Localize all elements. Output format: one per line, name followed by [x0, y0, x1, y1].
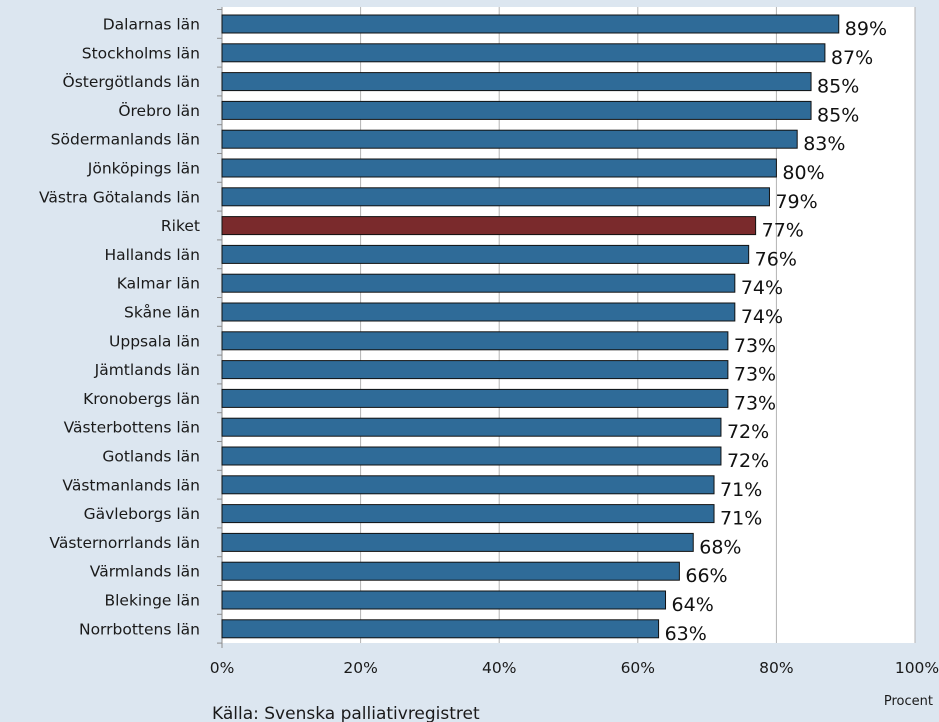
value-label: 66% [685, 565, 727, 587]
value-label: 73% [734, 392, 776, 414]
value-label: 85% [817, 76, 859, 98]
category-label: Västerbottens län [64, 419, 200, 437]
value-label: 73% [734, 364, 776, 386]
bar [221, 302, 736, 322]
x-tick-label: 40% [482, 659, 516, 677]
category-label: Kronobergs län [83, 390, 200, 408]
category-label: Västernorrlands län [49, 534, 200, 552]
value-label: 63% [665, 623, 707, 645]
bar [221, 619, 660, 639]
category-label: Dalarnas län [103, 16, 200, 34]
x-axis-label: Procent [884, 694, 933, 709]
value-label: 71% [720, 508, 762, 530]
category-label: Jämtlands län [94, 361, 200, 379]
bar [221, 417, 722, 437]
x-tick-label: 60% [621, 659, 655, 677]
source-note: Källa: Svenska palliativregistret [212, 704, 480, 722]
x-tick-label: 80% [759, 659, 793, 677]
bar [221, 100, 812, 120]
value-label: 71% [720, 479, 762, 501]
bar [221, 158, 777, 178]
bar [221, 244, 750, 264]
category-label: Jönköpings län [87, 160, 200, 178]
value-label: 83% [803, 133, 845, 155]
category-label: Hallands län [104, 246, 200, 264]
x-tick-label: 100% [895, 659, 939, 677]
category-label: Kalmar län [117, 275, 200, 293]
value-label: 74% [741, 277, 783, 299]
x-tick-label: 0% [210, 659, 235, 677]
bar [221, 273, 736, 293]
value-label: 77% [762, 220, 804, 242]
bar [221, 504, 715, 524]
value-label: 72% [727, 421, 769, 443]
bar [221, 475, 715, 495]
value-label: 79% [775, 191, 817, 213]
value-label: 89% [845, 18, 887, 40]
bar-highlight [221, 216, 757, 236]
bar [221, 446, 722, 466]
value-label: 72% [727, 450, 769, 472]
category-label: Gotlands län [102, 448, 200, 466]
category-label: Västra Götalands län [39, 188, 200, 206]
value-label: 73% [734, 335, 776, 357]
category-label: Södermanlands län [51, 131, 200, 149]
bar [221, 360, 729, 380]
bar [221, 43, 826, 63]
category-label: Örebro län [118, 101, 200, 120]
bar [221, 561, 680, 581]
bar [221, 72, 812, 92]
bar [221, 388, 729, 408]
x-tick-label: 20% [343, 659, 377, 677]
bar [221, 532, 694, 552]
category-label: Uppsala län [109, 332, 200, 350]
category-label: Norrbottens län [79, 620, 200, 638]
category-label: Gävleborgs län [84, 505, 200, 523]
category-label: Västmanlands län [62, 476, 200, 494]
category-label: Stockholms län [82, 44, 200, 62]
category-label: Östergötlands län [63, 72, 201, 91]
category-label: Värmlands län [90, 563, 200, 581]
category-label: Riket [161, 217, 200, 235]
bar [221, 590, 667, 610]
value-label: 85% [817, 104, 859, 126]
value-label: 64% [672, 594, 714, 616]
value-label: 76% [755, 248, 797, 270]
value-label: 74% [741, 306, 783, 328]
value-label: 80% [782, 162, 824, 184]
bar [221, 129, 798, 149]
bar [221, 187, 770, 207]
category-label: Blekinge län [104, 592, 200, 610]
value-label: 87% [831, 47, 873, 69]
category-label: Skåne län [124, 304, 200, 322]
value-label: 68% [699, 536, 741, 558]
bar [221, 14, 840, 34]
bar [221, 331, 729, 351]
